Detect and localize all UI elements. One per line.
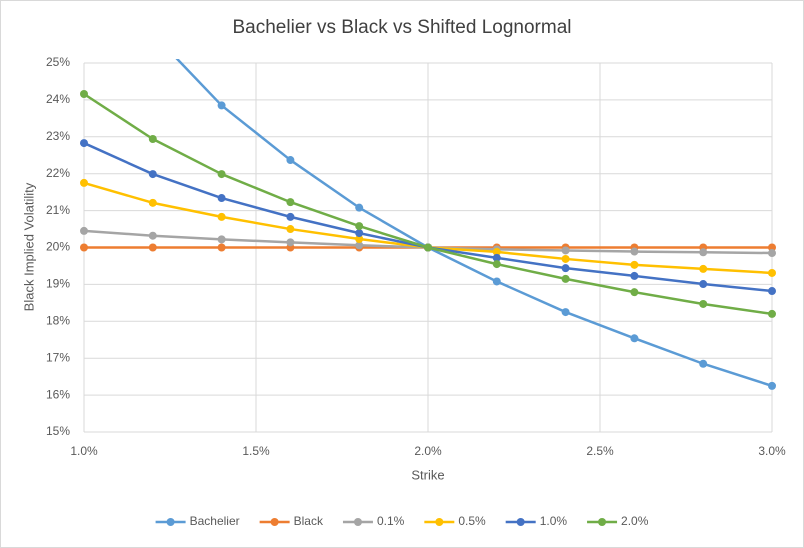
- data-point: [217, 235, 226, 244]
- data-point: [148, 198, 157, 207]
- y-tick-label: 16%: [46, 387, 70, 401]
- legend-item: Bachelier: [155, 514, 240, 528]
- data-point: [286, 225, 295, 234]
- data-point: [217, 101, 226, 110]
- data-point: [148, 170, 157, 179]
- data-point: [492, 253, 501, 262]
- data-point: [630, 260, 639, 269]
- legend-marker: [598, 518, 607, 526]
- chart-title: Bachelier vs Black vs Shifted Lognormal: [233, 17, 572, 38]
- data-point: [217, 212, 226, 221]
- data-point: [630, 334, 639, 343]
- y-tick-label: 18%: [46, 313, 70, 327]
- data-point: [217, 170, 226, 179]
- y-tick-label: 24%: [46, 92, 70, 106]
- y-tick-label: 17%: [46, 350, 70, 364]
- data-point: [699, 299, 708, 308]
- data-point: [286, 198, 295, 207]
- data-point: [355, 222, 364, 231]
- data-point: [561, 246, 570, 255]
- data-point: [492, 260, 501, 269]
- data-point: [424, 243, 432, 252]
- y-tick-label: 21%: [46, 203, 70, 217]
- legend-label: Bachelier: [190, 514, 240, 528]
- legend-item: Black: [259, 514, 324, 528]
- data-point: [355, 203, 364, 212]
- legend-label: 0.5%: [458, 514, 486, 528]
- data-point: [630, 247, 639, 256]
- data-point: [80, 139, 88, 148]
- legend-label: 2.0%: [621, 514, 649, 528]
- data-point: [80, 226, 88, 235]
- data-point: [286, 212, 295, 221]
- plot-area: [80, 59, 776, 390]
- legend-item: 0.1%: [342, 514, 405, 528]
- legend-marker: [435, 518, 444, 526]
- y-tick-label: 19%: [46, 277, 70, 291]
- data-point: [355, 229, 364, 238]
- legend-marker: [516, 518, 525, 526]
- data-point: [492, 247, 501, 256]
- data-point: [561, 308, 570, 317]
- data-point: [148, 135, 157, 144]
- data-point: [630, 271, 639, 280]
- legend-marker: [166, 518, 175, 526]
- legend-label: 1.0%: [540, 514, 568, 528]
- data-point: [561, 264, 570, 273]
- legend-item: 2.0%: [587, 514, 649, 528]
- data-point: [561, 254, 570, 263]
- data-point: [80, 89, 88, 98]
- data-point: [699, 280, 708, 289]
- data-point: [80, 243, 88, 252]
- data-point: [286, 156, 295, 165]
- data-point: [768, 287, 776, 296]
- legend-marker: [353, 518, 362, 526]
- x-tick-label: 1.0%: [70, 444, 98, 458]
- data-point: [286, 238, 295, 247]
- x-axis-title: Strike: [411, 467, 444, 482]
- x-tick-label: 2.5%: [586, 444, 614, 458]
- legend-item: 0.5%: [424, 514, 486, 528]
- y-axis-title: Black Implied Volatility: [21, 182, 36, 311]
- data-point: [768, 249, 776, 258]
- y-tick-label: 15%: [46, 424, 70, 438]
- data-point: [217, 194, 226, 203]
- y-tick-label: 22%: [46, 166, 70, 180]
- data-point: [768, 381, 776, 390]
- data-point: [148, 243, 157, 252]
- data-point: [699, 359, 708, 368]
- data-point: [80, 178, 88, 187]
- data-point: [492, 277, 501, 286]
- data-point: [217, 243, 226, 252]
- x-tick-label: 1.5%: [242, 444, 270, 458]
- data-point: [699, 264, 708, 273]
- data-point: [768, 268, 776, 277]
- data-point: [630, 288, 639, 297]
- y-tick-label: 20%: [46, 240, 70, 254]
- data-point: [768, 243, 776, 252]
- x-tick-label: 3.0%: [758, 444, 786, 458]
- data-point: [355, 241, 364, 250]
- legend-label: 0.1%: [377, 514, 405, 528]
- legend-item: 1.0%: [505, 514, 568, 528]
- y-tick-label: 25%: [46, 55, 70, 69]
- y-tick-label: 23%: [46, 129, 70, 143]
- x-tick-label: 2.0%: [414, 444, 442, 458]
- data-point: [148, 231, 157, 240]
- legend-label: Black: [294, 514, 324, 528]
- data-point: [355, 235, 364, 244]
- data-point: [561, 274, 570, 283]
- legend-marker: [270, 518, 279, 526]
- legend: Bachelier Black 0.1% 0.5% 1.0% 2.0%: [155, 514, 649, 528]
- data-point: [699, 248, 708, 257]
- data-point: [768, 309, 776, 318]
